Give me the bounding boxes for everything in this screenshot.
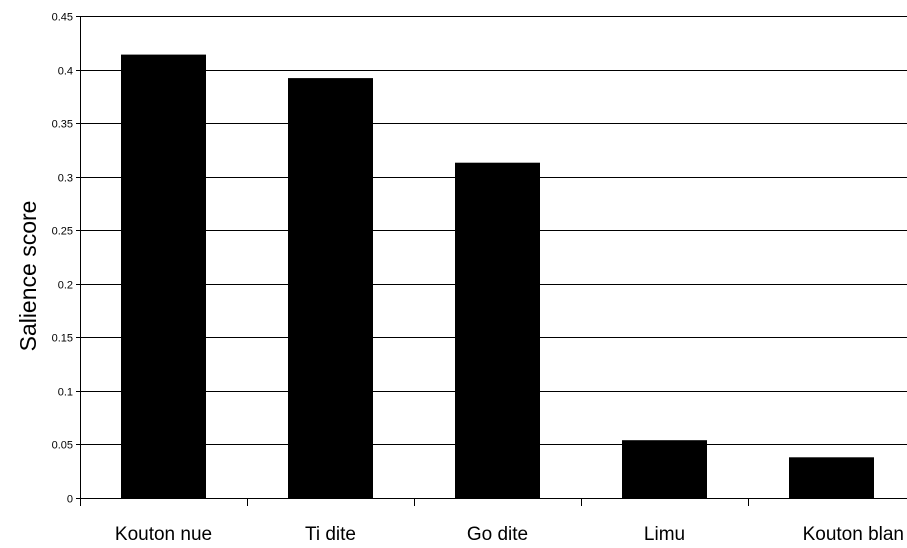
y-axis-title: Salience score: [15, 201, 41, 352]
bar: [789, 457, 874, 498]
y-tick-label: 0.3: [58, 173, 73, 185]
y-tick-label: 0.05: [52, 440, 73, 452]
y-tick-label: 0: [67, 494, 73, 506]
x-category-labels: Kouton nue Ti dite Go dite Limu Kouton blan: [115, 524, 904, 545]
y-tick-label: 0.15: [52, 333, 73, 345]
bar: [622, 440, 707, 498]
y-tick-label: 0.4: [58, 66, 73, 78]
bar: [121, 54, 206, 498]
y-tick-label: 0.2: [58, 280, 73, 292]
bar: [288, 78, 373, 498]
x-category-label: Ti dite: [305, 524, 356, 545]
x-category-label: Kouton blan: [803, 524, 904, 545]
x-category-label: Kouton nue: [115, 524, 212, 545]
x-category-label: Go dite: [467, 524, 528, 545]
y-tick-labels: 0 0.05 0.1 0.15 0.2 0.25 0.3 0.35 0.4 0.45: [52, 12, 73, 506]
bar: [455, 162, 540, 498]
y-tick-label: 0.45: [52, 12, 73, 24]
y-tick-label: 0.25: [52, 226, 73, 238]
x-category-label: Limu: [644, 524, 685, 545]
axes: [76, 16, 907, 506]
y-tick-label: 0.1: [58, 387, 73, 399]
bars: [121, 54, 874, 498]
y-tick-label: 0.35: [52, 119, 73, 131]
